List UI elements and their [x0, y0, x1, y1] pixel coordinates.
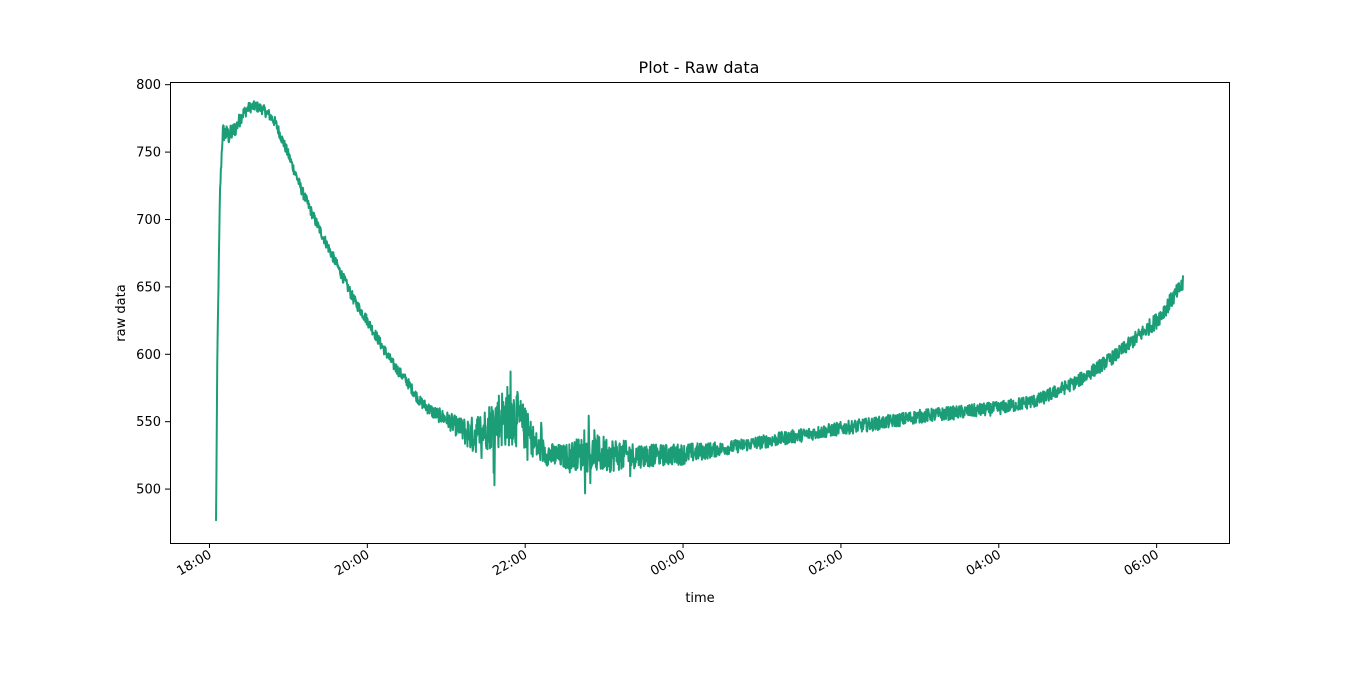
x-axis-label: time: [685, 591, 714, 606]
y-tick-label: 700: [136, 213, 161, 228]
series-line: [215, 100, 1184, 522]
y-tick-label: 600: [136, 348, 161, 363]
x-tick-label: 20:00: [332, 547, 372, 579]
x-tick-label: 06:00: [1122, 547, 1162, 579]
y-tick-label: 500: [136, 483, 161, 498]
x-tick-label: 04:00: [964, 547, 1004, 579]
x-axis-ticks: 18:00 20:00 22:00 00:00 02:00 04:00 06:00: [175, 543, 1162, 579]
x-tick-label: 02:00: [806, 547, 846, 579]
chart-title: Plot - Raw data: [639, 58, 760, 77]
plot-frame: [170, 82, 1230, 544]
y-axis-label: raw data: [114, 284, 129, 341]
y-tick-label: 750: [136, 146, 161, 161]
x-tick-label: 22:00: [490, 547, 530, 579]
y-tick-label: 550: [136, 415, 161, 430]
plot-area: [215, 100, 1184, 522]
x-tick-label: 18:00: [175, 547, 215, 579]
y-axis-ticks: 500 550 600 650 700 750 800: [136, 78, 170, 498]
y-tick-label: 800: [136, 78, 161, 93]
x-tick-label: 00:00: [648, 547, 688, 579]
y-tick-label: 650: [136, 280, 161, 295]
